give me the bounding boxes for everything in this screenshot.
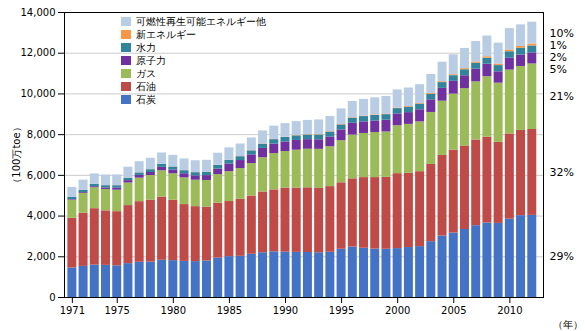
svg-text:5%: 5% — [550, 63, 567, 76]
svg-text:1%: 1% — [549, 38, 567, 52]
svg-text:4,000: 4,000 — [27, 210, 56, 221]
html-text:可燃性再生可能エネルギー他: 可燃性再生可能エネルギー他 — [136, 16, 267, 27]
svg-text:32%: 32% — [550, 166, 574, 179]
html-text:新エネルギー: 新エネルギー — [136, 29, 197, 40]
svg-text:（100万toe）: （100万toe） — [11, 122, 22, 187]
svg-text:2005: 2005 — [441, 305, 466, 316]
svg-text:10,000: 10,000 — [21, 88, 56, 99]
html-text:ガス: ガス — [136, 68, 157, 79]
svg-text:14,000: 14,000 — [21, 7, 56, 18]
svg-text:12,000: 12,000 — [21, 47, 56, 58]
svg-text:29%: 29% — [550, 250, 574, 263]
html-text:原子力: 原子力 — [136, 55, 167, 66]
svg-text:8,000: 8,000 — [27, 129, 56, 140]
svg-text:（年）: （年） — [553, 319, 583, 330]
svg-text:1995: 1995 — [329, 305, 354, 316]
html-text:石油: 石油 — [136, 81, 157, 92]
svg-text:2000: 2000 — [385, 305, 410, 316]
svg-text:1975: 1975 — [104, 305, 129, 316]
svg-text:1980: 1980 — [161, 305, 186, 316]
svg-text:2010: 2010 — [497, 305, 522, 316]
svg-text:0: 0 — [49, 292, 55, 303]
svg-text:1985: 1985 — [217, 305, 242, 316]
svg-text:10%: 10% — [549, 26, 574, 40]
svg-text:2,000: 2,000 — [27, 251, 56, 262]
html-text:水力: 水力 — [136, 42, 157, 53]
svg-text:21%: 21% — [550, 90, 574, 103]
svg-text:1990: 1990 — [273, 305, 298, 316]
svg-text:2%: 2% — [549, 50, 567, 64]
svg-text:6,000: 6,000 — [27, 170, 56, 181]
html-text:石炭: 石炭 — [136, 94, 157, 105]
svg-text:1971: 1971 — [60, 305, 85, 316]
